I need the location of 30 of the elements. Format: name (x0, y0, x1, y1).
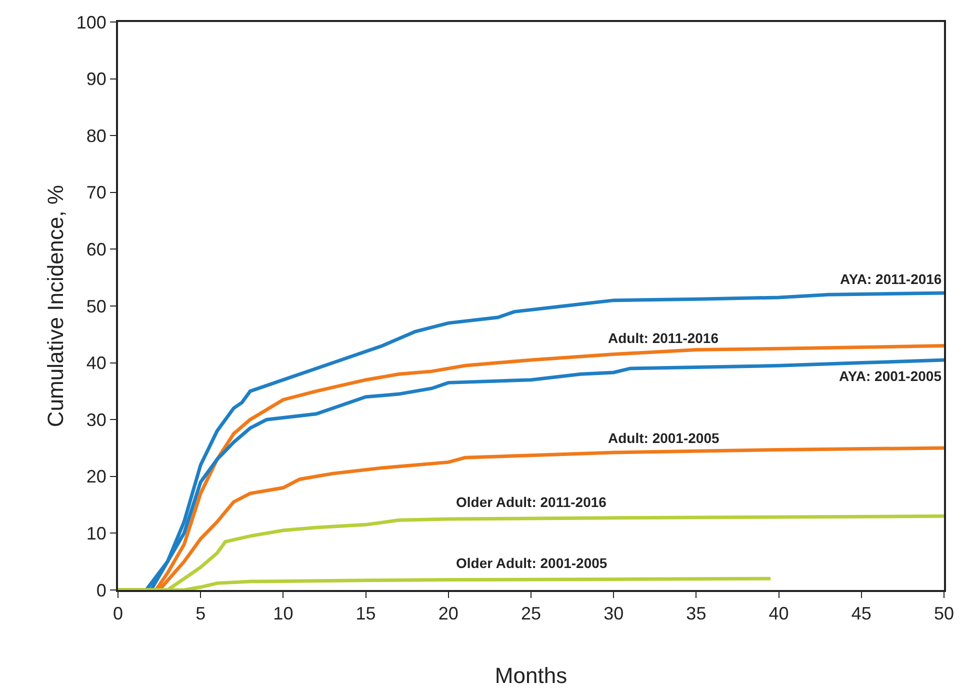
x-tick-label: 35 (686, 604, 706, 624)
x-tick-label: 5 (196, 604, 206, 624)
y-tick-label: 50 (86, 296, 106, 316)
series-label: Adult: 2001-2005 (608, 430, 720, 446)
y-tick-label: 60 (86, 240, 106, 260)
x-tick-label: 20 (438, 604, 458, 624)
x-tick-label: 15 (356, 604, 376, 624)
y-tick-label: 0 (96, 580, 106, 600)
y-tick-label: 40 (86, 353, 106, 374)
y-tick-label: 30 (86, 410, 106, 430)
y-axis-title: Cumulative Incidence, % (43, 184, 68, 428)
x-tick-label: 30 (604, 604, 624, 624)
y-tick-label: 20 (86, 466, 106, 487)
y-tick-label: 80 (86, 126, 106, 146)
y-tick-label: 90 (86, 69, 106, 90)
y-tick-label: 70 (86, 182, 106, 203)
x-tick-label: 40 (768, 604, 789, 624)
x-axis-title: Months (494, 663, 568, 688)
series-label: Adult: 2011-2016 (608, 330, 719, 346)
x-tick-label: 50 (934, 604, 954, 624)
x-tick-label: 0 (112, 604, 124, 624)
x-tick-label: 25 (520, 604, 542, 624)
x-tick-label: 10 (273, 604, 294, 624)
series-label: AYA: 2001-2005 (839, 368, 942, 384)
y-tick-label: 10 (86, 524, 106, 544)
series-label: Older Adult: 2011-2016 (456, 494, 607, 510)
series-label: Older Adult: 2001-2005 (456, 555, 608, 571)
x-tick-label: 45 (851, 604, 872, 624)
series-label: AYA: 2011-2016 (840, 271, 942, 287)
y-tick-label: 100 (76, 12, 106, 32)
